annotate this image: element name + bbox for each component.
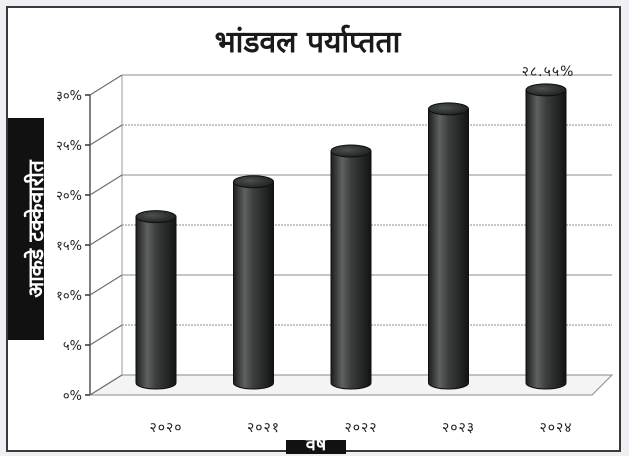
bar-२०२१ — [234, 182, 274, 389]
y-tick-label: २५% — [56, 139, 82, 154]
x-tick-label: २०२१ — [247, 420, 280, 436]
gridline-diagonal — [90, 225, 122, 245]
bar-२०२० — [136, 217, 176, 389]
x-tick-label: २०२४ — [539, 420, 572, 436]
gridline-diagonal — [90, 175, 122, 195]
bar-cap — [331, 145, 371, 157]
y-tick-label: ०% — [63, 389, 82, 404]
bar-२०२४ — [526, 90, 566, 389]
y-tick-label: ५% — [63, 339, 82, 354]
y-tick-label: २०% — [56, 189, 82, 204]
gridline-diagonal — [90, 75, 122, 95]
data-label: २८.५५% — [522, 64, 575, 80]
bar-cap — [526, 84, 566, 96]
bar-२०२३ — [429, 109, 469, 389]
x-tick-label: २०२२ — [344, 420, 377, 436]
y-tick-label: ३०% — [56, 89, 82, 104]
bar-cap — [136, 211, 176, 223]
bar-२०२२ — [331, 151, 371, 389]
x-tick-label: २०२३ — [442, 420, 475, 436]
bar-cap — [429, 103, 469, 115]
gridline-diagonal — [90, 275, 122, 295]
y-tick-label: १०% — [56, 289, 82, 304]
gridline-diagonal — [90, 325, 122, 345]
x-tick-label: २०२० — [149, 420, 182, 436]
gridline-diagonal — [90, 125, 122, 145]
y-tick-label: १५% — [56, 239, 82, 254]
bar-cap — [234, 176, 274, 188]
